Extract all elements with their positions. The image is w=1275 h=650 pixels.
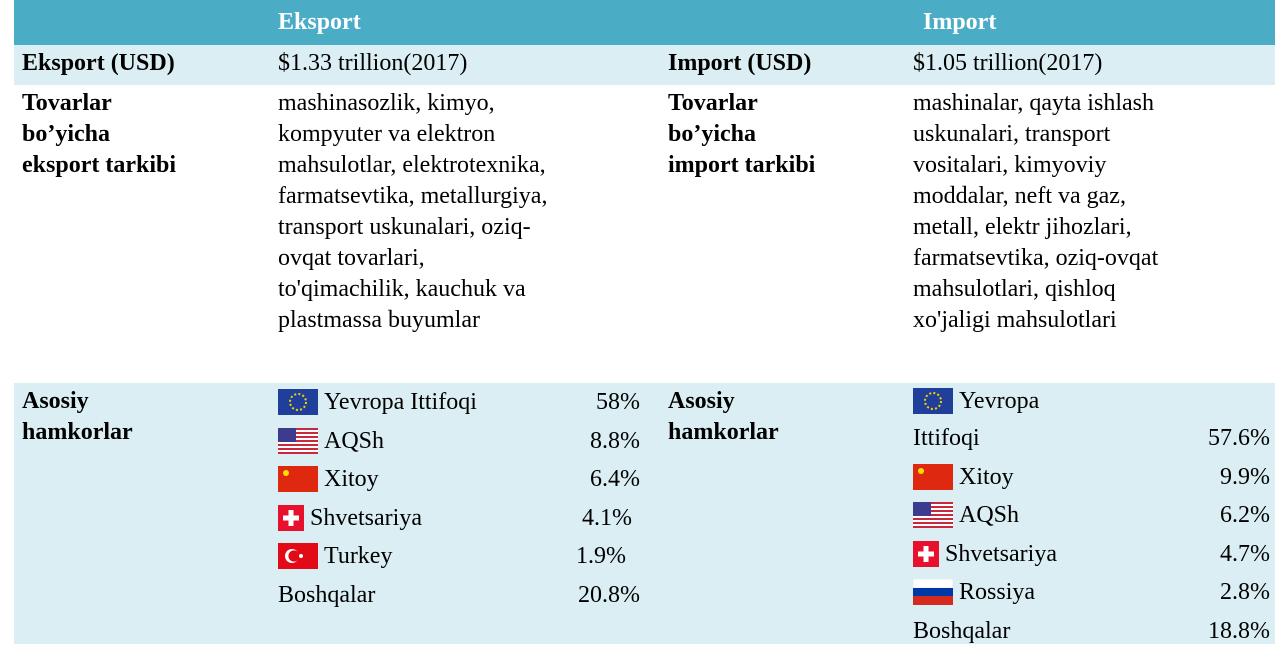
partner: Xitoy 9.9% <box>913 458 1270 497</box>
flag-us <box>913 502 953 528</box>
partner-name: Boshqalar <box>913 612 1010 650</box>
text-line: hamkorlar <box>668 417 779 448</box>
partner-share: 4.1% <box>582 499 632 537</box>
flag-eu <box>913 388 953 414</box>
partner-share: 57.6% <box>1208 419 1270 457</box>
partner-name: AQSh <box>324 422 384 460</box>
partner-name: Shvetsariya <box>945 535 1057 573</box>
partner: Shvetsariya 4.1% <box>278 499 640 538</box>
partner-share: 4.7% <box>1220 535 1270 573</box>
text-line: plastmassa buyumlar <box>278 305 547 336</box>
composition: mashinasozlik, kimyo,kompyuter va elektr… <box>270 88 555 336</box>
text-line: metall, elektr jihozlari, <box>913 212 1158 243</box>
label: Eksport (USD) <box>14 48 183 79</box>
text-line: farmatsevtika, metallurgiya, <box>278 181 547 212</box>
partner-name: AQSh <box>959 496 1019 534</box>
flag-ch <box>278 505 304 531</box>
partner-name: Turkey <box>324 537 392 575</box>
partner-share: 9.9% <box>1220 458 1270 496</box>
header-row <box>14 0 1275 45</box>
text-line: Asosiy <box>22 386 133 417</box>
text-line: mashinasozlik, kimyo, <box>278 88 547 119</box>
text-line: mahsulotlar, elektrotexnika, <box>278 150 547 181</box>
partner: Ittifoqi 57.6% <box>913 419 1270 458</box>
text-line: Tovarlar <box>22 88 176 119</box>
partner: Shvetsariya 4.7% <box>913 535 1270 574</box>
partner-share: 6.2% <box>1220 496 1270 534</box>
value: $1.05 trillion(2017) <box>905 48 1110 79</box>
text-line: moddalar, neft va gaz, <box>913 181 1158 212</box>
partner-share: 20.8% <box>578 576 640 614</box>
partner: Turkey 1.9% <box>278 537 640 576</box>
partner: AQSh 8.8% <box>278 422 640 461</box>
partner: Xitoy 6.4% <box>278 460 640 499</box>
partner-name: Rossiya <box>959 573 1035 611</box>
partner-name: Yevropa Ittifoqi <box>324 383 477 421</box>
partner-name: Xitoy <box>959 458 1014 496</box>
label: Import (USD) <box>660 48 819 79</box>
partner-name: Boshqalar <box>278 576 375 614</box>
flag-tr <box>278 543 318 569</box>
partner-name: Yevropa <box>959 382 1039 420</box>
text-line: farmatsevtika, oziq-ovqat <box>913 243 1158 274</box>
partner-share: 1.9% <box>576 537 626 575</box>
text-line: eksport tarkibi <box>22 150 176 181</box>
header-export: Eksport <box>270 2 369 42</box>
partner-share: 6.4% <box>590 460 640 498</box>
partner-share: 2.8% <box>1220 573 1270 611</box>
partner-name: Shvetsariya <box>310 499 422 537</box>
flag-eu <box>278 389 318 415</box>
partner-share: 58% <box>596 383 640 421</box>
text-line: bo’yicha <box>22 119 176 150</box>
header-import: Import <box>905 2 1004 42</box>
partner: Yevropa Ittifoqi 58% <box>278 383 640 422</box>
partner: AQSh 6.2% <box>913 496 1270 535</box>
text-line: vositalari, kimyoviy <box>913 150 1158 181</box>
text-line: transport uskunalari, oziq- <box>278 212 547 243</box>
flag-cn <box>913 464 953 490</box>
partner-name: Ittifoqi <box>913 419 980 457</box>
text-line: hamkorlar <box>22 417 133 448</box>
text-line: xo'jaligi mahsulotlari <box>913 305 1158 336</box>
text-line: uskunalari, transport <box>913 119 1158 150</box>
partner: Boshqalar 20.8% <box>278 576 640 615</box>
text-line: import tarkibi <box>668 150 815 181</box>
flag-ch <box>913 541 939 567</box>
flag-cn <box>278 466 318 492</box>
partner-list: Yevropa Ittifoqi 57.6% Xitoy 9.9% AQSh 6… <box>913 383 1270 650</box>
flag-ru <box>913 579 953 605</box>
partner: Yevropa <box>913 383 1270 419</box>
text-line: mashinalar, qayta ishlash <box>913 88 1158 119</box>
text-line: bo’yicha <box>668 119 815 150</box>
text-line: mahsulotlari, qishloq <box>913 274 1158 305</box>
text-line: Tovarlar <box>668 88 815 119</box>
text-line: kompyuter va elektron <box>278 119 547 150</box>
partner-list: Yevropa Ittifoqi 58% AQSh 8.8% Xitoy 6.4… <box>278 383 640 614</box>
partner-share: 8.8% <box>590 422 640 460</box>
value: $1.33 trillion(2017) <box>270 48 475 79</box>
flag-us <box>278 428 318 454</box>
partner: Boshqalar 18.8% <box>913 612 1270 650</box>
partner: Rossiya 2.8% <box>913 573 1270 612</box>
partner-name: Xitoy <box>324 460 379 498</box>
text-line: to'qimachilik, kauchuk va <box>278 274 547 305</box>
text-line: Asosiy <box>668 386 779 417</box>
text-line: ovqat tovarlari, <box>278 243 547 274</box>
